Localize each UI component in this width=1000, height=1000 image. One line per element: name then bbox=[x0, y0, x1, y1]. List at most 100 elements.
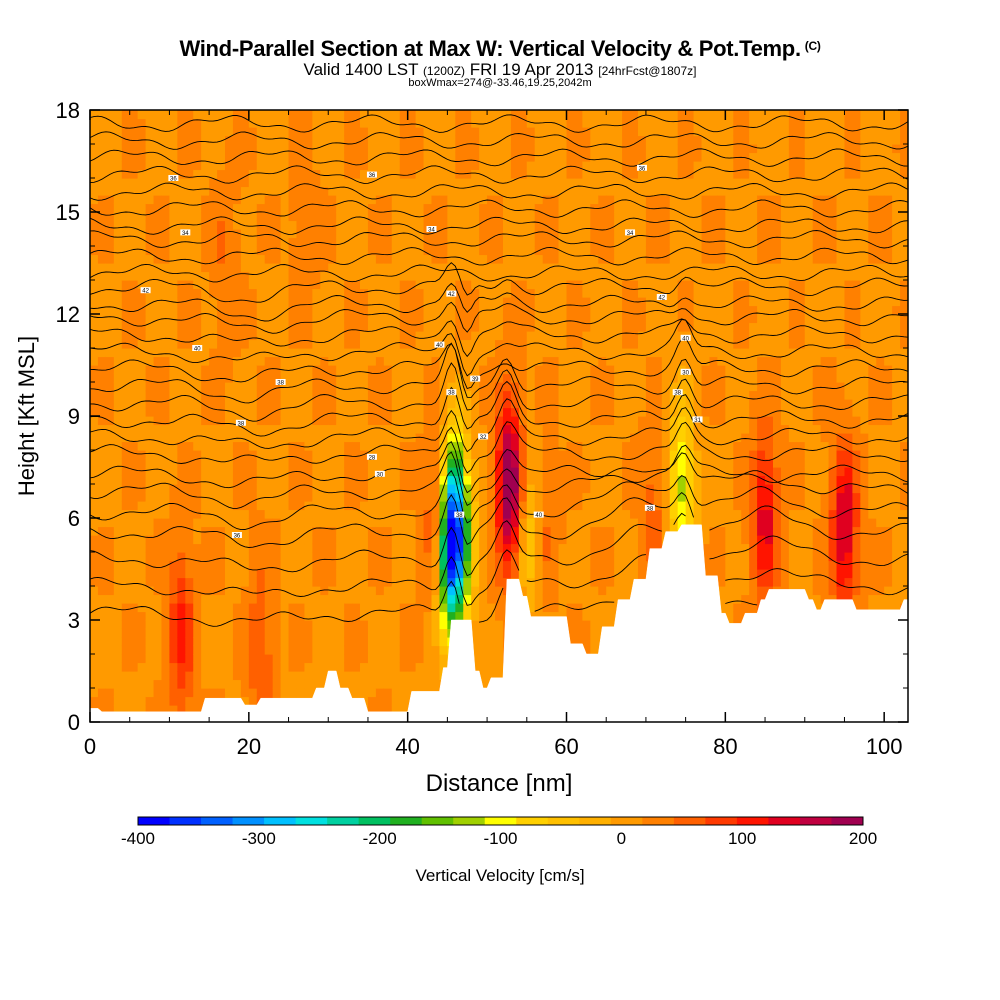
velocity-cell bbox=[375, 501, 385, 511]
velocity-cell bbox=[256, 603, 266, 613]
velocity-cell bbox=[614, 416, 623, 426]
velocity-cell bbox=[415, 560, 425, 570]
velocity-cell bbox=[177, 603, 186, 613]
velocity-cell bbox=[439, 178, 448, 188]
velocity-cell bbox=[225, 195, 234, 205]
velocity-cell bbox=[304, 433, 313, 443]
velocity-cell bbox=[367, 620, 377, 630]
velocity-cell bbox=[455, 569, 464, 579]
velocity-cell bbox=[169, 450, 178, 460]
velocity-cell bbox=[455, 424, 464, 434]
velocity-cell bbox=[248, 305, 258, 315]
velocity-cell bbox=[471, 288, 480, 298]
velocity-cell bbox=[566, 594, 576, 604]
velocity-cell bbox=[550, 569, 560, 579]
velocity-cell bbox=[495, 577, 504, 587]
velocity-cell bbox=[161, 509, 171, 519]
velocity-cell bbox=[272, 110, 282, 120]
velocity-cell bbox=[352, 586, 361, 596]
velocity-cell bbox=[217, 382, 226, 392]
velocity-cell bbox=[232, 254, 242, 264]
velocity-cell bbox=[288, 450, 298, 460]
velocity-cell bbox=[407, 492, 417, 502]
velocity-cell bbox=[367, 654, 377, 664]
velocity-cell bbox=[582, 458, 591, 468]
velocity-cell bbox=[153, 135, 163, 145]
velocity-cell bbox=[225, 331, 234, 341]
velocity-cell bbox=[360, 305, 369, 315]
velocity-cell bbox=[487, 263, 496, 273]
velocity-cell bbox=[391, 492, 401, 502]
velocity-cell bbox=[582, 569, 591, 579]
velocity-cell bbox=[312, 433, 321, 443]
velocity-cell bbox=[177, 662, 186, 672]
velocity-cell bbox=[558, 407, 568, 417]
velocity-cell bbox=[423, 246, 433, 256]
velocity-cell bbox=[177, 407, 186, 417]
velocity-cell bbox=[161, 662, 171, 672]
velocity-cell bbox=[487, 399, 496, 409]
velocity-cell bbox=[193, 331, 202, 341]
velocity-cell bbox=[272, 246, 282, 256]
velocity-cell bbox=[320, 280, 329, 290]
velocity-cell bbox=[248, 322, 258, 332]
velocity-cell bbox=[582, 212, 591, 222]
velocity-cell bbox=[193, 178, 202, 188]
velocity-cell bbox=[201, 484, 210, 494]
velocity-cell bbox=[272, 152, 282, 162]
velocity-cell bbox=[598, 339, 607, 349]
velocity-cell bbox=[375, 424, 385, 434]
velocity-cell bbox=[121, 484, 131, 494]
velocity-cell bbox=[352, 484, 361, 494]
velocity-cell bbox=[137, 441, 147, 451]
velocity-cell bbox=[614, 127, 623, 137]
velocity-cell bbox=[272, 365, 282, 375]
velocity-cell bbox=[185, 433, 194, 443]
velocity-cell bbox=[344, 152, 353, 162]
velocity-cell bbox=[463, 110, 472, 120]
velocity-cell bbox=[367, 424, 377, 434]
velocity-cell bbox=[344, 365, 353, 375]
velocity-cell bbox=[280, 331, 290, 341]
velocity-cell bbox=[590, 382, 599, 392]
velocity-cell bbox=[439, 263, 448, 273]
velocity-cell bbox=[97, 178, 107, 188]
velocity-cell bbox=[336, 628, 345, 638]
velocity-cell bbox=[510, 161, 520, 171]
velocity-cell bbox=[288, 458, 298, 468]
velocity-cell bbox=[431, 212, 441, 222]
velocity-cell bbox=[105, 314, 115, 324]
velocity-cell bbox=[614, 518, 623, 528]
velocity-cell bbox=[399, 552, 409, 562]
velocity-cell bbox=[177, 628, 186, 638]
velocity-cell bbox=[256, 314, 266, 324]
velocity-cell bbox=[90, 696, 99, 706]
velocity-cell bbox=[502, 424, 512, 434]
velocity-cell bbox=[360, 356, 369, 366]
velocity-cell bbox=[431, 390, 441, 400]
velocity-cell bbox=[630, 305, 639, 315]
velocity-cell bbox=[240, 365, 250, 375]
velocity-cell bbox=[550, 110, 560, 120]
velocity-cell bbox=[137, 263, 147, 273]
velocity-cell bbox=[391, 654, 401, 664]
velocity-cell bbox=[320, 169, 329, 179]
velocity-cell bbox=[590, 569, 599, 579]
velocity-cell bbox=[375, 237, 385, 247]
velocity-cell bbox=[296, 118, 306, 128]
velocity-cell bbox=[574, 271, 583, 281]
velocity-cell bbox=[598, 518, 607, 528]
velocity-cell bbox=[145, 450, 155, 460]
velocity-cell bbox=[375, 339, 385, 349]
velocity-cell bbox=[248, 212, 258, 222]
velocity-cell bbox=[399, 450, 409, 460]
velocity-cell bbox=[566, 467, 576, 477]
velocity-cell bbox=[264, 195, 274, 205]
velocity-cell bbox=[121, 688, 131, 698]
velocity-cell bbox=[423, 110, 433, 120]
velocity-cell bbox=[232, 186, 242, 196]
velocity-cell bbox=[320, 484, 329, 494]
velocity-cell bbox=[304, 594, 313, 604]
velocity-cell bbox=[248, 339, 258, 349]
velocity-cell bbox=[225, 475, 234, 485]
